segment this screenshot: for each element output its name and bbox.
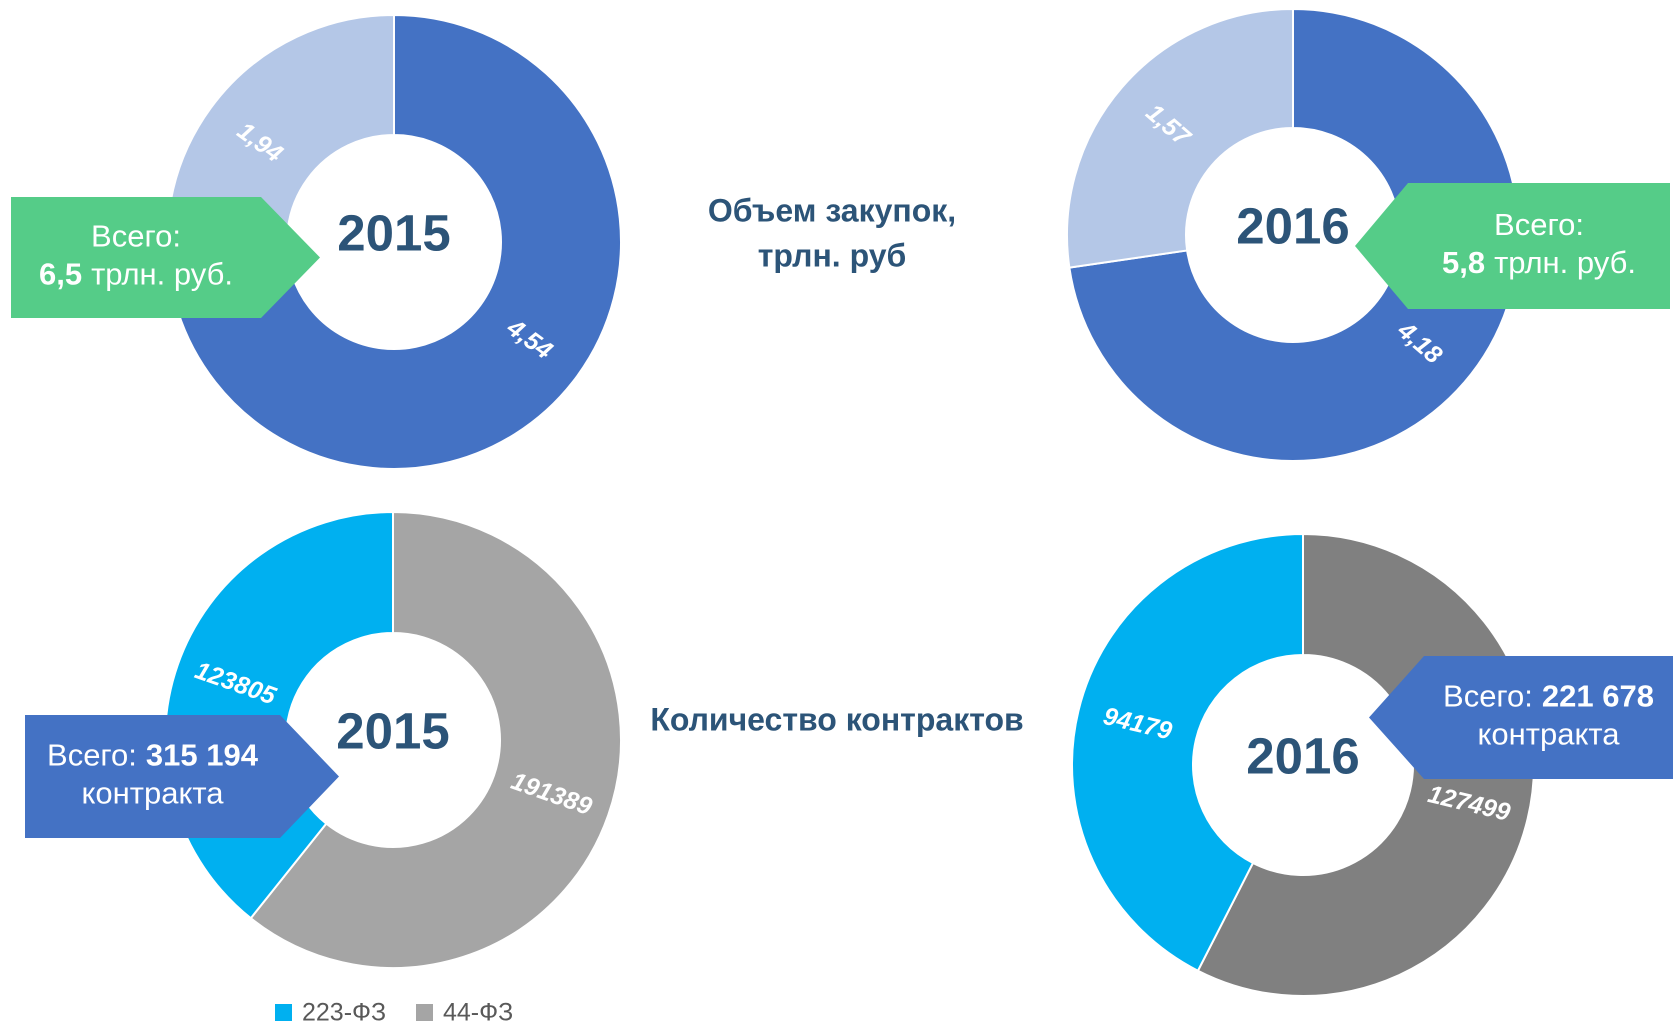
- legend-label: 44-ФЗ: [443, 999, 513, 1025]
- donut-center-label: 2016: [1246, 727, 1359, 784]
- callout-box: [25, 715, 339, 838]
- callout-text: Всего: 315 194: [47, 738, 259, 773]
- callout-text: Всего:: [1494, 207, 1584, 242]
- callout-unit: трлн. руб.: [91, 257, 233, 292]
- callout-box: [1355, 183, 1670, 309]
- donut-segment: [1071, 532, 1304, 973]
- donut-center-label: 2015: [336, 702, 449, 759]
- callout-total: 315 194: [146, 738, 259, 773]
- donut-segment: [176, 13, 622, 470]
- callout-text: контракта: [1478, 717, 1621, 752]
- legend-swatch: [416, 1004, 433, 1021]
- legend-label: 223-ФЗ: [302, 999, 386, 1025]
- donut-center-label: 2015: [337, 204, 450, 261]
- section-title: трлн. руб: [758, 237, 907, 273]
- callout-text: Всего:: [91, 219, 181, 254]
- callout-unit: контракта: [82, 776, 225, 811]
- donut-segment: [1066, 7, 1294, 269]
- callout-label: Всего:: [91, 219, 181, 254]
- callout-total: 6,5: [39, 257, 82, 292]
- section-title: Объем закупок,: [708, 192, 956, 228]
- callout-label: Всего:: [47, 738, 137, 773]
- callout-text: Всего: 221 678: [1443, 679, 1654, 714]
- callout-text: 5,8 трлн. руб.: [1442, 245, 1636, 280]
- callout-unit: контракта: [1478, 717, 1621, 752]
- donut-center-label: 2016: [1236, 197, 1349, 254]
- section-title: Количество контрактов: [650, 701, 1023, 737]
- callout-total: 221 678: [1542, 679, 1654, 714]
- callout-text: 6,5 трлн. руб.: [39, 257, 233, 292]
- callout-label: Всего:: [1443, 679, 1533, 714]
- callout-unit: трлн. руб.: [1494, 245, 1636, 280]
- callout-text: контракта: [82, 776, 225, 811]
- legend-swatch: [275, 1004, 292, 1021]
- callout-box: [11, 197, 320, 318]
- callout-box: [1369, 656, 1673, 779]
- donut-segment: [249, 510, 622, 969]
- callout-label: Всего:: [1494, 207, 1584, 242]
- callout-total: 5,8: [1442, 245, 1485, 280]
